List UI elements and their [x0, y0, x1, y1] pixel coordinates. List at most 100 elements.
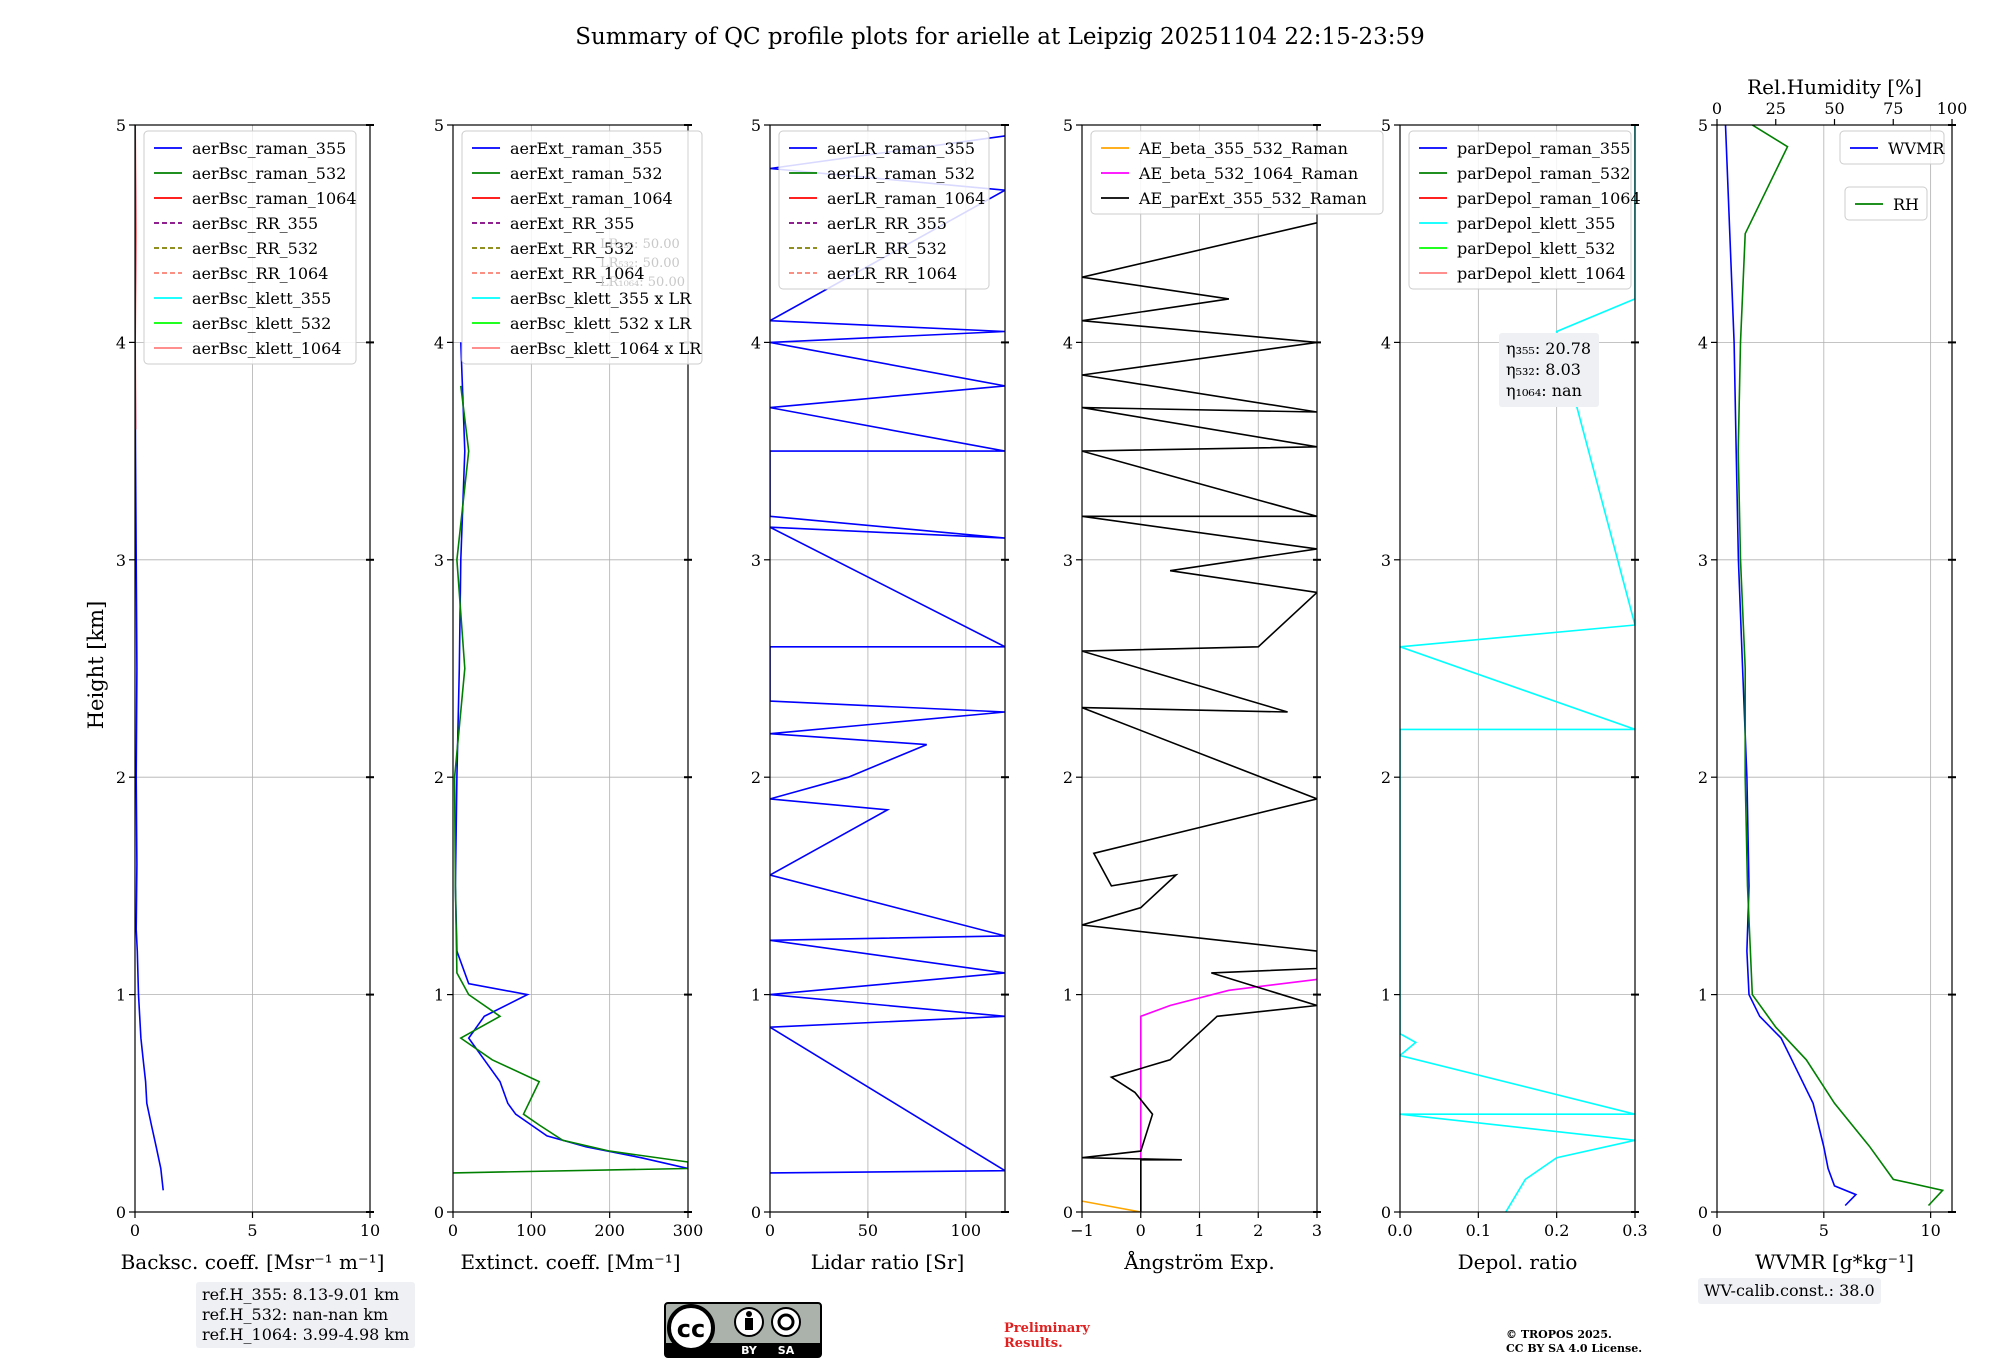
legend: aerExt_raman_355 aerExt_raman_532 aerExt_r… — [461, 130, 703, 365]
x-tick-label: 200 — [594, 1221, 625, 1240]
ref-height-532: ref.H_532: nan-nan km — [202, 1305, 389, 1324]
legend-frame — [1090, 130, 1384, 215]
sa-icon — [771, 1307, 801, 1337]
copyright-note: © TROPOS 2025. CC BY SA 4.0 License. — [1506, 1328, 1642, 1356]
legend-label: aerBsc_klett_1064 x LR — [510, 339, 702, 358]
series-aerExt_raman_355 — [454, 342, 688, 1170]
x-axis-label: WVMR [g*kg⁻¹] — [1755, 1250, 1914, 1274]
preliminary-line-1: Preliminary — [1004, 1321, 1090, 1336]
legend-label: aerBsc_klett_355 x LR — [510, 289, 692, 308]
y-tick-label: 0 — [751, 1203, 761, 1222]
x-axis-label: Ångström Exp. — [1123, 1249, 1274, 1274]
y-tick-label: 3 — [1381, 551, 1391, 570]
x-tick-label: 1 — [1194, 1221, 1204, 1240]
legend-label: aerLR_RR_355 — [827, 214, 947, 233]
x-tick-label: 10 — [1920, 1221, 1940, 1240]
y-axis-label: Height [km] — [84, 601, 108, 730]
eta-text: η₅₃₂: 8.03 — [1506, 360, 1581, 379]
legend-label: aerLR_raman_1064 — [827, 189, 985, 208]
x-axis-label: Backsc. coeff. [Msr⁻¹ m⁻¹] — [121, 1250, 385, 1274]
x-tick-label: 2 — [1253, 1221, 1263, 1240]
wv-calibration-box: WV-calib.const.: 38.0 — [1698, 1278, 1881, 1304]
legend-label: aerExt_raman_1064 — [510, 189, 673, 208]
legend-rh: RH — [1844, 186, 1928, 221]
reference-height-box: ref.H_355: 8.13-9.01 km ref.H_532: nan-n… — [196, 1282, 416, 1348]
legend-label: aerExt_RR_1064 — [510, 264, 645, 283]
legend-label: parDepol_klett_532 — [1457, 239, 1615, 258]
copyright-line-1: © TROPOS 2025. — [1506, 1328, 1612, 1341]
legend-label: aerExt_RR_532 — [510, 239, 634, 258]
x-tick-label: 0 — [448, 1221, 458, 1240]
legend-frame — [778, 130, 990, 290]
legend-label: aerBsc_RR_1064 — [192, 264, 328, 283]
axes-frame — [452, 124, 689, 1213]
series-WVMR — [1724, 125, 1858, 1207]
legend-label: aerLR_raman_532 — [827, 164, 975, 183]
y-tick-label: 0 — [1063, 1203, 1073, 1222]
legend: aerLR_raman_355 aerLR_raman_532 aerLR_rama… — [778, 130, 990, 290]
y-tick-label: 3 — [1063, 551, 1073, 570]
y-tick-label: 1 — [116, 986, 126, 1005]
legend-label: aerLR_RR_532 — [827, 239, 947, 258]
x-tick-label: 50 — [858, 1221, 878, 1240]
eta-box-bg — [1499, 333, 1599, 407]
x-tick-label: 3 — [1312, 1221, 1322, 1240]
y-tick-label: 4 — [1381, 333, 1391, 352]
y-tick-label: 3 — [751, 551, 761, 570]
y-tick-label: 4 — [116, 333, 126, 352]
y-tick-label: 5 — [1381, 116, 1391, 135]
x-tick-label: 5 — [247, 1221, 257, 1240]
y-tick-label: 1 — [434, 986, 444, 1005]
ref-height-1064: ref.H_1064: 3.99-4.98 km — [202, 1325, 410, 1344]
y-tick-label: 1 — [1063, 986, 1073, 1005]
legend-label: AE_parExt_355_532_Raman — [1138, 189, 1367, 208]
series-aerExt_raman_532 — [453, 385, 688, 1174]
top-x-tick-label: 25 — [1766, 99, 1786, 118]
x-tick-label: 100 — [516, 1221, 547, 1240]
series-RH — [1737, 125, 1945, 1207]
by-icon — [734, 1307, 764, 1337]
y-tick-label: 4 — [434, 333, 444, 352]
y-tick-label: 5 — [1698, 116, 1708, 135]
legend-frame — [143, 130, 357, 365]
axes-frame — [769, 124, 1006, 1213]
y-tick-label: 2 — [116, 768, 126, 787]
y-tick-label: 0 — [116, 1203, 126, 1222]
legend-label: aerBsc_raman_532 — [192, 164, 346, 183]
cc-by-sa-badge: cc BY SA — [664, 1302, 822, 1358]
x-tick-label: 0 — [1136, 1221, 1146, 1240]
legend: parDepol_raman_355 parDepol_raman_532 parD… — [1408, 130, 1641, 290]
legend-label: aerBsc_raman_1064 — [192, 189, 357, 208]
legend-frame — [1408, 130, 1632, 290]
y-tick-label: 2 — [1381, 768, 1391, 787]
y-tick-label: 0 — [1381, 1203, 1391, 1222]
x-tick-label: 0 — [765, 1221, 775, 1240]
legend-label: AE_beta_355_532_Raman — [1138, 139, 1348, 158]
preliminary-note: Preliminary Results. — [1004, 1321, 1090, 1351]
legend-label: parDepol_klett_1064 — [1457, 264, 1626, 283]
legend: AE_beta_355_532_Raman AE_beta_532_1064_Ra… — [1090, 130, 1384, 215]
series-AE_parExt_355_532_Raman — [1082, 222, 1317, 1212]
preliminary-line-2: Results. — [1004, 1336, 1063, 1351]
x-tick-label: 300 — [673, 1221, 704, 1240]
top-x-tick-label: 100 — [1937, 99, 1968, 118]
y-tick-label: 2 — [434, 768, 444, 787]
panel-bsc: 0 1 2 3 4 5 0 5 10 Backsc. coeff. [Msr⁻¹ m⁻¹] aerB… — [116, 116, 385, 1274]
x-axis-label: Extinct. coeff. [Mm⁻¹] — [460, 1250, 680, 1274]
x-tick-label: 0.2 — [1544, 1221, 1569, 1240]
lr-annotation: LR₃₅₅: 50.00 — [600, 237, 680, 252]
top-x-axis-label: Rel.Humidity [%] — [1747, 75, 1922, 99]
y-tick-label: 4 — [1063, 333, 1073, 352]
legend-label: aerLR_raman_355 — [827, 139, 975, 158]
series-aerLR_raman_355 — [770, 135, 1005, 1174]
legend-frame — [1839, 130, 1945, 165]
x-tick-label: −1 — [1070, 1221, 1094, 1240]
y-tick-label: 1 — [751, 986, 761, 1005]
y-tick-label: 4 — [751, 333, 761, 352]
legend-label: aerBsc_klett_532 x LR — [510, 314, 692, 333]
y-tick-label: 2 — [1063, 768, 1073, 787]
y-tick-label: 3 — [1698, 551, 1708, 570]
legend-label: parDepol_raman_1064 — [1457, 189, 1641, 208]
